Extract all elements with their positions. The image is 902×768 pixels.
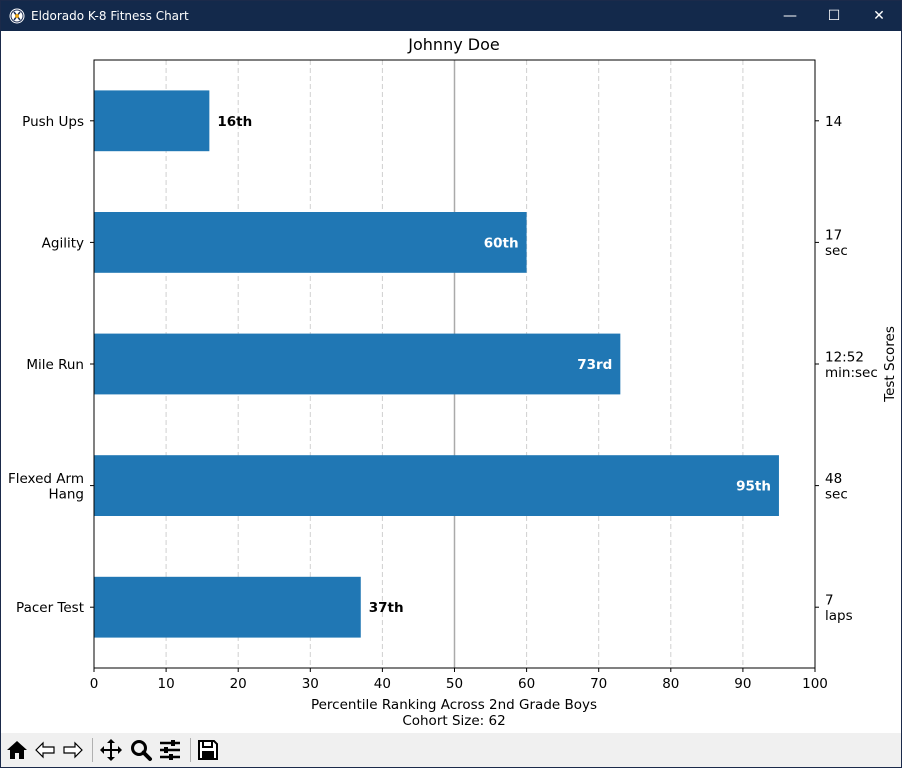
toolbar-separator	[92, 738, 93, 762]
move-icon[interactable]	[99, 738, 123, 762]
x-tick-label: 100	[802, 676, 828, 692]
maximize-icon: ☐	[827, 8, 841, 24]
bar	[94, 212, 527, 273]
home-icon[interactable]	[5, 738, 29, 762]
bar-value-label: 95th	[736, 479, 771, 495]
y-tick-label: Flexed Arm	[8, 471, 84, 487]
arrow-right-icon[interactable]	[61, 738, 85, 762]
x-tick-label: 40	[374, 676, 391, 692]
right-y-tick-label: min:sec	[825, 365, 878, 381]
x-tick-label: 20	[230, 676, 247, 692]
x-axis-label: Percentile Ranking Across 2nd Grade Boys	[311, 697, 597, 713]
chart-canvas[interactable]: Johnny Doe Percentile Ranking Across 2nd…	[1, 31, 901, 733]
x-tick-label: 50	[446, 676, 463, 692]
x-axis-sublabel: Cohort Size: 62	[402, 713, 505, 729]
sliders-icon[interactable]	[158, 738, 182, 762]
right-y-tick-label: 17	[825, 228, 842, 244]
right-y-tick-label: sec	[825, 243, 848, 259]
right-y-tick-label: 14	[825, 114, 842, 130]
bar-value-label: 60th	[484, 235, 519, 251]
x-tick-label: 60	[518, 676, 535, 692]
x-tick-label: 10	[158, 676, 175, 692]
y-tick-label: Hang	[48, 486, 84, 502]
right-y-tick-label: sec	[825, 486, 848, 502]
x-tick-label: 90	[734, 676, 751, 692]
bar	[94, 455, 779, 516]
bar	[94, 90, 210, 152]
y-tick-label: Pacer Test	[16, 600, 84, 616]
x-tick-label: 70	[590, 676, 607, 692]
x-tick-label: 30	[302, 676, 319, 692]
maximize-button[interactable]: ☐	[811, 1, 857, 31]
save-icon[interactable]	[196, 738, 220, 762]
right-y-tick-label: 48	[825, 471, 842, 487]
plot-frame	[93, 59, 816, 669]
app-logo-icon	[9, 8, 25, 24]
right-y-axis-label: Test Scores	[882, 326, 898, 403]
bar-value-label: 37th	[369, 600, 404, 616]
chart-title: Johnny Doe	[407, 35, 499, 54]
bar	[94, 333, 621, 395]
arrow-left-icon[interactable]	[33, 738, 57, 762]
toolbar-separator	[190, 738, 191, 762]
right-y-tick-label: 7	[825, 592, 834, 608]
close-icon: ✕	[873, 8, 885, 24]
y-tick-label: Agility	[42, 235, 84, 251]
navigation-toolbar	[1, 733, 901, 767]
title-bar[interactable]: Eldorado K-8 Fitness Chart — ☐ ✕	[1, 1, 901, 31]
bar	[94, 576, 361, 638]
bar-chart: Johnny Doe Percentile Ranking Across 2nd…	[8, 35, 898, 729]
right-y-tick-label: laps	[825, 608, 853, 624]
right-y-tick-label: 12:52	[825, 349, 864, 365]
y-tick-label: Push Ups	[22, 114, 84, 130]
x-tick-label: 0	[90, 676, 99, 692]
close-button[interactable]: ✕	[856, 1, 902, 31]
minimize-button[interactable]: —	[767, 1, 813, 31]
bar-value-label: 16th	[217, 114, 252, 130]
zoom-icon[interactable]	[129, 738, 153, 762]
x-tick-label: 80	[662, 676, 679, 692]
minimize-icon: —	[783, 8, 797, 24]
bar-value-label: 73rd	[577, 357, 612, 373]
y-tick-label: Mile Run	[26, 357, 84, 373]
window-title: Eldorado K-8 Fitness Chart	[31, 9, 189, 23]
